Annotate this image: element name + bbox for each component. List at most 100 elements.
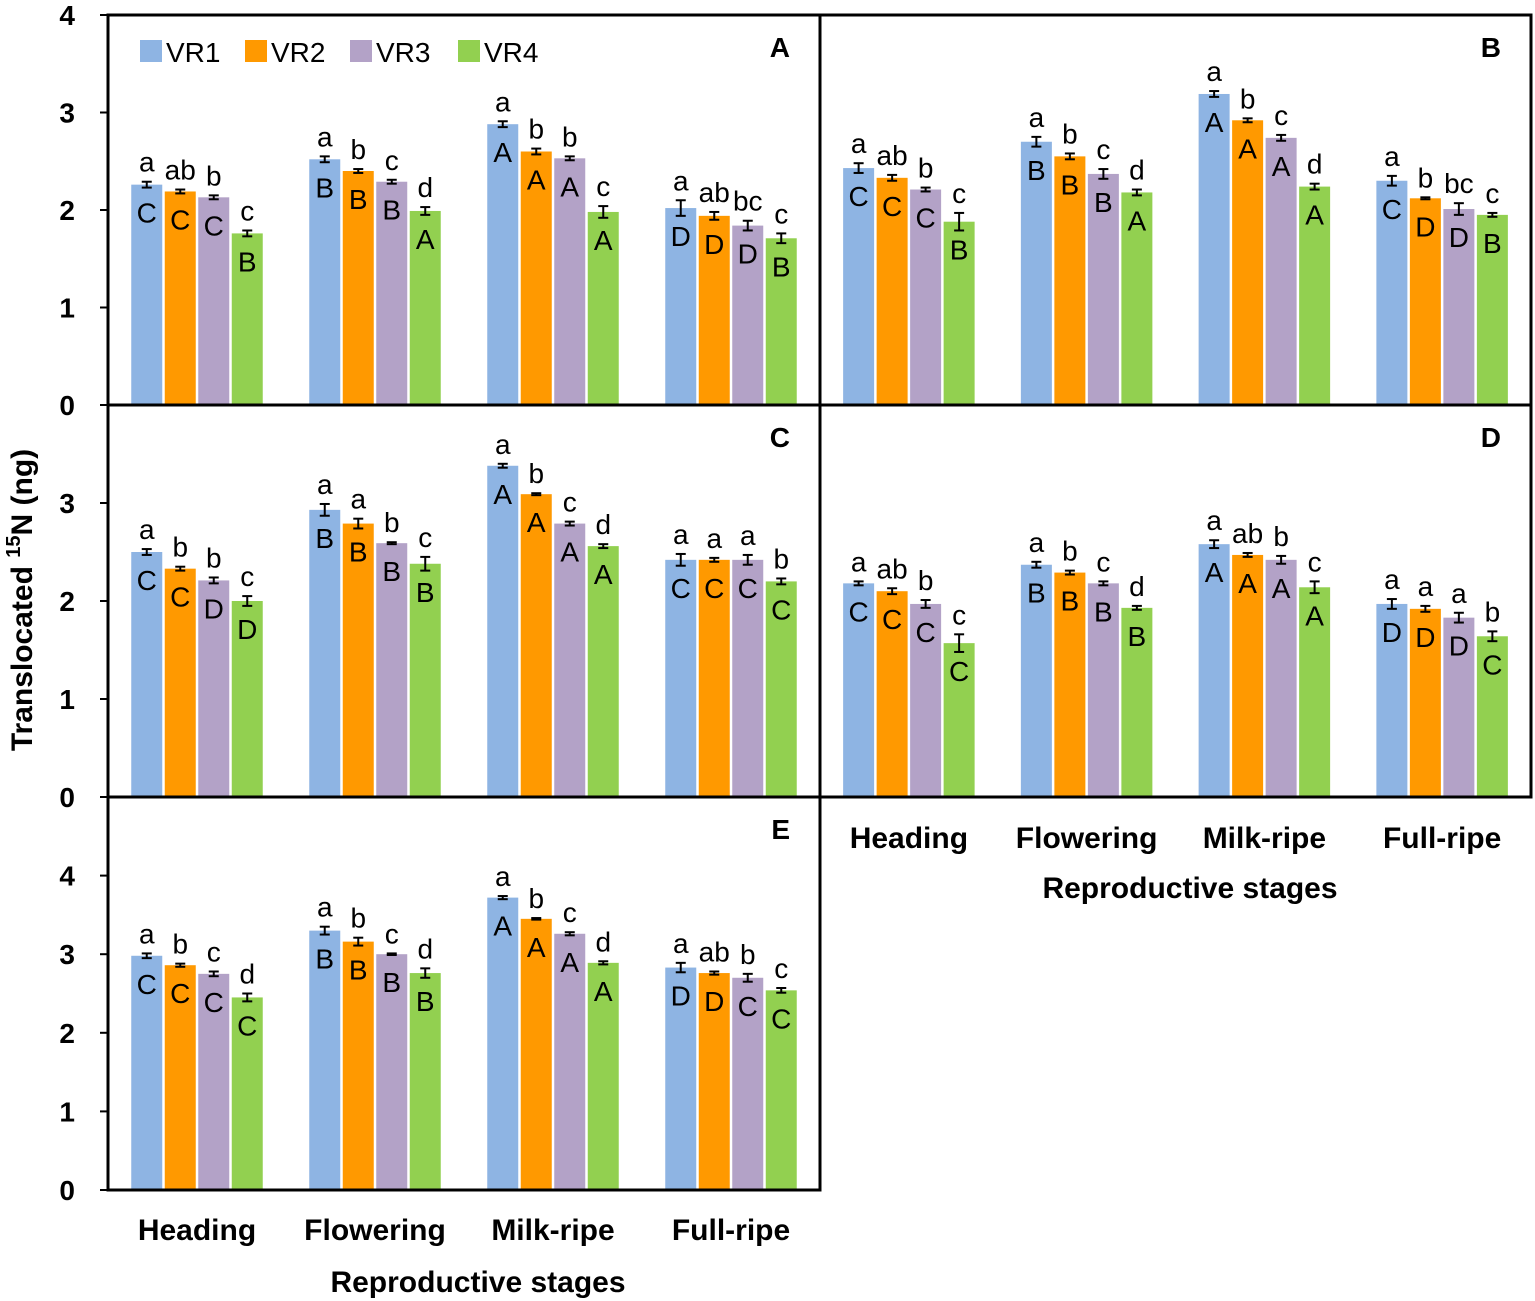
significance-letter-lowercase: a <box>1206 505 1222 536</box>
significance-letter-uppercase: B <box>382 967 401 998</box>
significance-letter-lowercase: c <box>385 145 399 176</box>
bar <box>910 603 942 797</box>
significance-letter-uppercase: C <box>849 596 869 627</box>
significance-letter-uppercase: B <box>349 184 368 215</box>
significance-letter-lowercase: b <box>1485 596 1501 627</box>
significance-letter-lowercase: c <box>1274 100 1288 131</box>
significance-letter-lowercase: a <box>139 147 155 178</box>
significance-letter-uppercase: B <box>349 955 368 986</box>
significance-letter-lowercase: ab <box>165 155 196 186</box>
significance-letter-lowercase: d <box>1129 155 1145 186</box>
significance-letter-uppercase: B <box>416 577 435 608</box>
significance-letter-uppercase: D <box>237 614 257 645</box>
bar <box>765 990 797 1190</box>
significance-letter-lowercase: d <box>1129 571 1145 602</box>
panel-frame <box>106 795 822 1192</box>
y-tick-label: 2 <box>59 195 75 226</box>
significance-letter-lowercase: b <box>384 507 400 538</box>
significance-letter-uppercase: A <box>560 947 579 978</box>
bar <box>732 559 764 797</box>
bar <box>910 189 942 405</box>
significance-letter-uppercase: A <box>594 225 613 256</box>
significance-letter-uppercase: D <box>704 986 724 1017</box>
significance-letter-lowercase: a <box>1029 102 1045 133</box>
bar <box>131 955 163 1190</box>
significance-letter-uppercase: A <box>493 911 512 942</box>
bar <box>198 973 230 1190</box>
significance-letter-lowercase: bc <box>1444 168 1474 199</box>
y-tick-label: 0 <box>59 1175 75 1206</box>
significance-letter-uppercase: B <box>382 556 401 587</box>
bar <box>1232 120 1264 406</box>
significance-letter-uppercase: D <box>1449 631 1469 662</box>
significance-letter-lowercase: a <box>1384 564 1400 595</box>
significance-letter-uppercase: C <box>137 969 157 1000</box>
panel-letter: C <box>770 422 790 453</box>
category-label: Flowering <box>304 1214 446 1247</box>
significance-letter-lowercase: a <box>495 429 511 460</box>
significance-letter-uppercase: A <box>1272 151 1291 182</box>
bar <box>1443 209 1475 405</box>
significance-letter-uppercase: A <box>527 165 546 196</box>
significance-letter-uppercase: C <box>170 204 190 235</box>
significance-letter-lowercase: c <box>952 599 966 630</box>
category-label: Heading <box>138 1214 256 1247</box>
panel-frame <box>818 403 1533 799</box>
bar <box>554 523 586 797</box>
bar <box>164 965 196 1190</box>
significance-letter-lowercase: a <box>1206 56 1222 87</box>
significance-letter-lowercase: a <box>139 918 155 949</box>
y-tick-label: 4 <box>59 861 75 892</box>
significance-letter-uppercase: B <box>349 537 368 568</box>
bar <box>698 215 730 405</box>
significance-letter-lowercase: c <box>207 936 221 967</box>
legend-label: VR3 <box>376 37 430 68</box>
significance-letter-lowercase: d <box>595 926 611 957</box>
bar <box>487 897 519 1190</box>
y-tick-label: 2 <box>59 1018 75 1049</box>
bar <box>554 933 586 1190</box>
significance-letter-lowercase: ab <box>699 936 730 967</box>
significance-letter-lowercase: a <box>673 165 689 196</box>
bar <box>1376 603 1408 797</box>
bar <box>1121 607 1153 797</box>
significance-letter-lowercase: c <box>1096 546 1110 577</box>
significance-letter-lowercase: b <box>350 134 366 165</box>
significance-letter-uppercase: A <box>560 171 579 202</box>
bar <box>1198 544 1230 797</box>
bar <box>1121 192 1153 405</box>
significance-letter-uppercase: D <box>204 593 224 624</box>
bar <box>1054 156 1086 405</box>
significance-letter-lowercase: a <box>495 86 511 117</box>
significance-letter-lowercase: b <box>918 565 934 596</box>
bar <box>409 210 441 405</box>
significance-letter-lowercase: a <box>673 928 689 959</box>
significance-letter-lowercase: b <box>1273 521 1289 552</box>
significance-letter-lowercase: c <box>563 897 577 928</box>
bar <box>943 221 975 405</box>
bar <box>409 563 441 797</box>
significance-letter-uppercase: B <box>382 195 401 226</box>
bar <box>198 580 230 797</box>
significance-letter-lowercase: ab <box>699 177 730 208</box>
significance-letter-lowercase: d <box>595 509 611 540</box>
significance-letter-uppercase: C <box>882 191 902 222</box>
x-axis-title-right: Reproductive stages <box>1042 872 1337 905</box>
significance-letter-uppercase: B <box>238 246 257 277</box>
significance-letter-uppercase: A <box>594 976 613 1007</box>
panel-frames <box>100 13 1533 1192</box>
significance-letter-uppercase: D <box>671 221 691 252</box>
legend-item: VR2 <box>245 37 325 68</box>
significance-letter-uppercase: A <box>493 137 512 168</box>
bar <box>231 601 263 797</box>
significance-letter-lowercase: bc <box>733 186 763 217</box>
legend-label: VR1 <box>166 37 220 68</box>
significance-letter-lowercase: a <box>317 892 333 923</box>
significance-letter-lowercase: c <box>774 953 788 984</box>
significance-letter-uppercase: B <box>1094 187 1113 218</box>
significance-letter-uppercase: A <box>1205 557 1224 588</box>
category-label: Full-ripe <box>1383 822 1501 855</box>
bar <box>1265 137 1297 405</box>
bar <box>1087 583 1119 797</box>
bar <box>732 225 764 405</box>
